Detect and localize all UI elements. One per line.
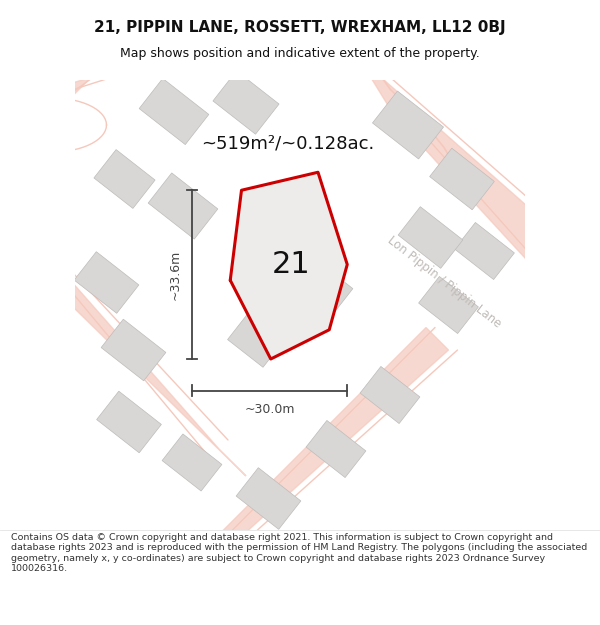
Polygon shape [359,58,548,282]
Text: Contains OS data © Crown copyright and database right 2021. This information is : Contains OS data © Crown copyright and d… [11,533,587,573]
Polygon shape [306,421,366,478]
Text: Map shows position and indicative extent of the property.: Map shows position and indicative extent… [120,47,480,60]
Text: 21, PIPPIN LANE, ROSSETT, WREXHAM, LL12 0BJ: 21, PIPPIN LANE, ROSSETT, WREXHAM, LL12 … [94,20,506,35]
Text: Lon Pippin / Pippin Lane: Lon Pippin / Pippin Lane [385,234,503,331]
Polygon shape [373,91,443,159]
Polygon shape [53,260,246,476]
Polygon shape [201,328,449,552]
Polygon shape [213,71,279,134]
Polygon shape [230,173,347,359]
Text: ~33.6m: ~33.6m [169,249,182,300]
Polygon shape [430,148,494,210]
Polygon shape [398,207,463,268]
Polygon shape [97,391,161,452]
Polygon shape [236,468,301,529]
Polygon shape [148,173,218,239]
Text: 21: 21 [272,250,310,279]
Polygon shape [455,222,514,279]
Polygon shape [301,262,353,312]
Polygon shape [74,252,139,313]
Text: ~519m²/~0.128ac.: ~519m²/~0.128ac. [201,134,374,152]
Polygon shape [162,434,222,491]
Polygon shape [53,58,156,116]
Polygon shape [94,149,155,208]
Polygon shape [139,78,209,144]
Polygon shape [360,366,420,424]
Text: ~30.0m: ~30.0m [244,403,295,416]
Polygon shape [419,276,478,334]
Polygon shape [227,315,283,368]
Polygon shape [250,198,305,250]
Polygon shape [101,319,166,381]
